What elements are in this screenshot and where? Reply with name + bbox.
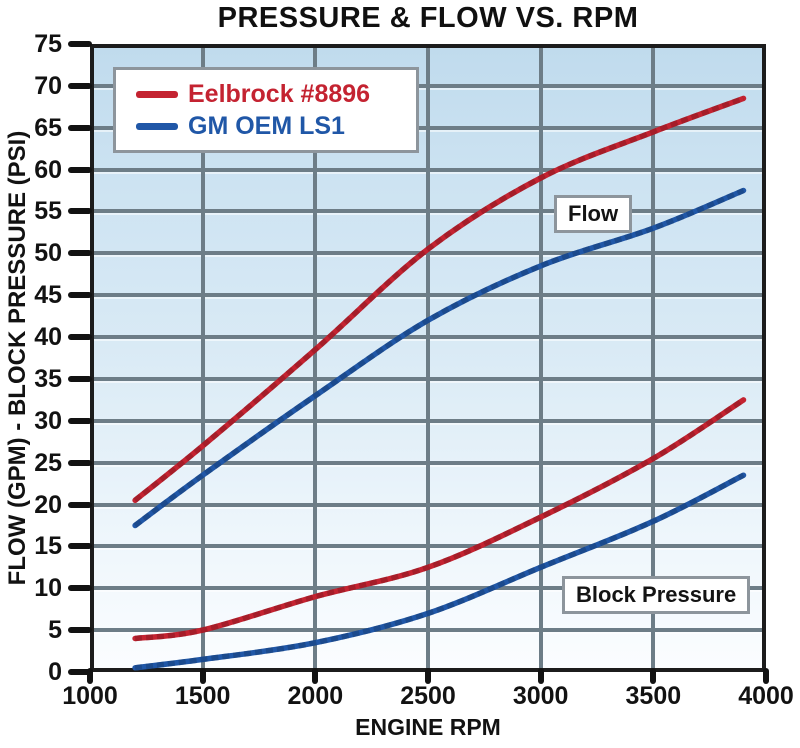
y-tick-label: 75 <box>34 30 62 58</box>
legend-box: Eelbrock #8896 GM OEM LS1 <box>113 67 419 153</box>
y-tick-label: 30 <box>34 406 62 435</box>
y-axis-title: FLOW (GPM) - BLOCK PRESSURE (PSI) <box>4 130 31 586</box>
series-curve-texture <box>133 187 745 528</box>
x-tick-label: 2000 <box>287 682 344 710</box>
h-gridline <box>94 293 762 298</box>
x-tick-label: 1000 <box>62 682 118 710</box>
x-axis-title: ENGINE RPM <box>355 714 501 740</box>
y-tick-label: 40 <box>34 323 62 352</box>
x-tick-mark <box>425 668 431 684</box>
y-tick-mark <box>68 208 92 215</box>
x-tick-label: 3500 <box>625 682 682 710</box>
y-tick-label: 50 <box>34 239 62 268</box>
h-gridline <box>94 335 762 340</box>
v-gridline <box>651 48 656 668</box>
h-gridline <box>94 376 762 381</box>
legend-swatch-red <box>136 90 178 98</box>
x-tick-mark <box>763 668 769 684</box>
y-tick-mark <box>68 669 92 675</box>
x-tick-label: 3000 <box>512 682 569 710</box>
y-tick-label: 70 <box>34 71 62 100</box>
y-tick-mark <box>68 417 92 424</box>
y-tick-label: 5 <box>48 616 62 645</box>
y-tick-label: 35 <box>34 364 62 393</box>
x-tick-label: 4000 <box>738 682 794 710</box>
legend-swatch-blue <box>136 122 178 130</box>
x-tick-mark <box>537 668 544 684</box>
legend-item-gm: GM OEM LS1 <box>136 111 416 140</box>
y-tick-mark <box>68 627 92 634</box>
y-tick-mark <box>68 375 92 382</box>
x-tick-mark <box>312 668 319 684</box>
h-gridline <box>94 502 762 507</box>
x-tick-mark <box>87 668 93 684</box>
series-curve <box>132 95 747 504</box>
y-tick-mark <box>68 543 92 550</box>
x-tick-label: 2500 <box>400 682 456 710</box>
h-gridline <box>94 251 762 256</box>
v-gridline <box>538 48 543 668</box>
y-tick-mark <box>68 82 92 89</box>
y-tick-label: 25 <box>34 448 62 477</box>
y-tick-mark <box>68 124 92 131</box>
y-tick-mark <box>68 585 92 592</box>
series-curve-texture <box>133 95 745 503</box>
y-tick-mark <box>68 334 92 341</box>
h-gridline <box>94 460 762 465</box>
h-gridline <box>94 167 762 172</box>
h-gridline <box>94 418 762 423</box>
legend-label-eelbrock: Eelbrock #8896 <box>188 79 371 108</box>
v-gridline <box>426 48 430 668</box>
y-tick-label: 65 <box>34 113 62 142</box>
x-tick-label: 1500 <box>174 682 231 710</box>
y-tick-label: 10 <box>34 574 62 603</box>
y-tick-mark <box>68 166 92 173</box>
y-tick-mark <box>68 459 92 466</box>
y-tick-label: 45 <box>34 281 62 310</box>
x-tick-mark <box>199 668 206 684</box>
y-tick-label: 15 <box>34 532 62 561</box>
legend-label-gm: GM OEM LS1 <box>188 111 345 140</box>
h-gridline <box>94 544 762 549</box>
x-tick-mark <box>650 668 657 684</box>
h-gridline <box>94 209 762 214</box>
h-gridline <box>94 628 762 633</box>
y-tick-mark <box>68 292 92 299</box>
legend-item-eelbrock: Eelbrock #8896 <box>136 79 416 108</box>
y-tick-label: 60 <box>34 155 62 184</box>
y-tick-label: 20 <box>34 490 62 519</box>
block-pressure-annotation: Block Pressure <box>562 576 751 614</box>
series-curve <box>132 187 747 529</box>
y-tick-label: 55 <box>34 197 62 226</box>
y-tick-mark <box>68 41 92 47</box>
chart-title: PRESSURE & FLOW VS. RPM <box>217 2 639 34</box>
y-tick-label: 0 <box>48 658 62 686</box>
y-tick-mark <box>68 501 92 508</box>
series-curve <box>132 472 747 671</box>
flow-annotation: Flow <box>554 195 633 233</box>
series-curve-texture <box>134 472 745 671</box>
y-tick-mark <box>68 250 92 257</box>
